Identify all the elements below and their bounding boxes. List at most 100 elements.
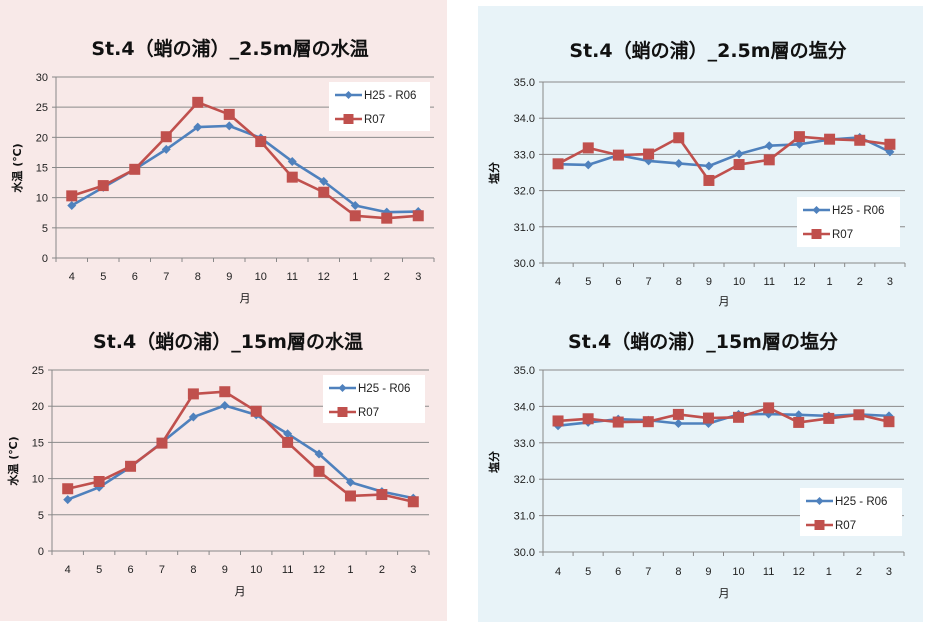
data-point-square [552, 415, 564, 427]
legend: H25 - R06 R07 [329, 82, 430, 131]
data-point-square [376, 489, 388, 501]
data-point-square [344, 490, 356, 502]
legend-marker-diamond [815, 497, 824, 505]
x-axis-label: 月 [719, 587, 730, 600]
y-tick-label: 10 [36, 193, 48, 205]
data-point-square [187, 388, 199, 400]
y-tick-label: 5 [42, 223, 48, 235]
legend-marker-square [814, 520, 825, 530]
data-point-diamond [319, 176, 329, 186]
series-r07 [66, 96, 424, 224]
x-tick-label: 12 [793, 566, 805, 578]
x-tick-label: 1 [827, 276, 833, 288]
x-tick-label: 4 [555, 566, 561, 578]
y-tick-label: 35.0 [514, 365, 535, 377]
x-tick-label: 11 [282, 564, 293, 576]
y-axis-label: 塩分 [487, 451, 501, 473]
x-tick-label: 7 [645, 566, 651, 578]
x-tick-label: 3 [410, 564, 416, 576]
data-point-diamond [350, 201, 360, 211]
data-point-diamond [704, 161, 714, 171]
series-r07 [552, 402, 895, 428]
x-tick-label: 8 [195, 271, 201, 283]
legend-item: H25 - R06 [329, 383, 410, 395]
legend-label: H25 - R06 [835, 496, 887, 508]
data-point-square [250, 405, 262, 417]
x-tick-label: 1 [352, 271, 358, 283]
data-point-square [763, 402, 775, 414]
legend-label: H25 - R06 [832, 205, 884, 217]
y-tick-label: 25 [36, 102, 48, 114]
legend-item: H25 - R06 [335, 90, 416, 102]
data-point-square [703, 174, 715, 186]
data-point-diamond [674, 158, 684, 168]
y-tick-label: 20 [36, 132, 48, 144]
x-tick-label: 12 [793, 276, 805, 288]
x-tick-label: 8 [676, 276, 682, 288]
data-point-square [702, 412, 714, 424]
y-tick-label: 33.0 [514, 438, 535, 450]
data-point-diamond [283, 429, 293, 439]
x-tick-label: 10 [255, 271, 267, 283]
data-point-diamond [63, 495, 73, 505]
data-point-square [823, 412, 835, 424]
data-point-square [884, 138, 896, 150]
y-tick-label: 0 [42, 253, 48, 265]
legend-label: H25 - R06 [358, 383, 410, 395]
y-tick-label: 32.0 [514, 186, 535, 198]
x-tick-label: 8 [675, 566, 681, 578]
chart-sal-15m: St.4（蛸の浦）_15m層の塩分 30.031.032.033.034.035… [487, 330, 905, 600]
data-point-diamond [314, 449, 324, 459]
x-tick-label: 7 [159, 564, 165, 576]
y-tick-label: 31.0 [514, 511, 535, 523]
x-tick-label: 10 [732, 566, 744, 578]
data-point-diamond [224, 121, 234, 131]
x-tick-label: 11 [287, 271, 298, 283]
data-point-square [129, 163, 141, 175]
data-point-square [192, 96, 204, 108]
x-tick-label: 10 [250, 564, 262, 576]
y-tick-label: 33.0 [514, 149, 535, 161]
legend-item: R07 [335, 114, 385, 126]
data-point-diamond [734, 149, 744, 159]
legend-marker-diamond [338, 384, 347, 392]
data-point-square [255, 136, 267, 148]
legend-item: H25 - R06 [803, 205, 884, 217]
chart-title: St.4（蛸の浦）_15m層の塩分 [568, 330, 838, 353]
data-point-square [223, 108, 235, 120]
data-point-square [612, 416, 624, 428]
data-point-diamond [67, 201, 77, 211]
data-point-square [853, 409, 865, 421]
x-tick-label: 5 [100, 271, 106, 283]
x-tick-label: 2 [384, 271, 390, 283]
x-tick-label: 4 [555, 276, 561, 288]
legend-marker-square [337, 407, 348, 417]
x-tick-label: 5 [585, 276, 591, 288]
x-tick-label: 9 [226, 271, 232, 283]
data-point-square [642, 416, 654, 428]
chart-sal-2-5m: St.4（蛸の浦）_2.5m層の塩分 30.0 31.0 32.0 33.0 34.0 3… [487, 39, 906, 308]
x-tick-label: 6 [132, 271, 138, 283]
x-tick-label: 6 [615, 276, 621, 288]
data-point-square [733, 159, 745, 171]
chart-title: St.4（蛸の浦）_15m層の水温 [93, 330, 363, 353]
x-axis-label: 月 [240, 292, 251, 305]
legend-label: R07 [364, 114, 385, 126]
x-tick-label: 9 [222, 564, 228, 576]
data-point-diamond [161, 144, 171, 154]
legend-marker-diamond [812, 206, 821, 214]
data-point-square [763, 154, 775, 166]
x-tick-label: 2 [856, 566, 862, 578]
series-line [71, 124, 419, 214]
data-point-square [612, 149, 624, 161]
legend-item: R07 [803, 229, 853, 241]
data-point-diamond [673, 419, 683, 429]
y-tick-label: 20 [32, 401, 44, 413]
data-point-square [672, 408, 684, 420]
data-point-square [582, 142, 594, 154]
x-tick-label: 12 [318, 271, 330, 283]
data-point-square [407, 496, 419, 508]
data-point-square [793, 416, 805, 428]
data-point-diamond [193, 122, 203, 132]
data-point-diamond [287, 156, 297, 166]
